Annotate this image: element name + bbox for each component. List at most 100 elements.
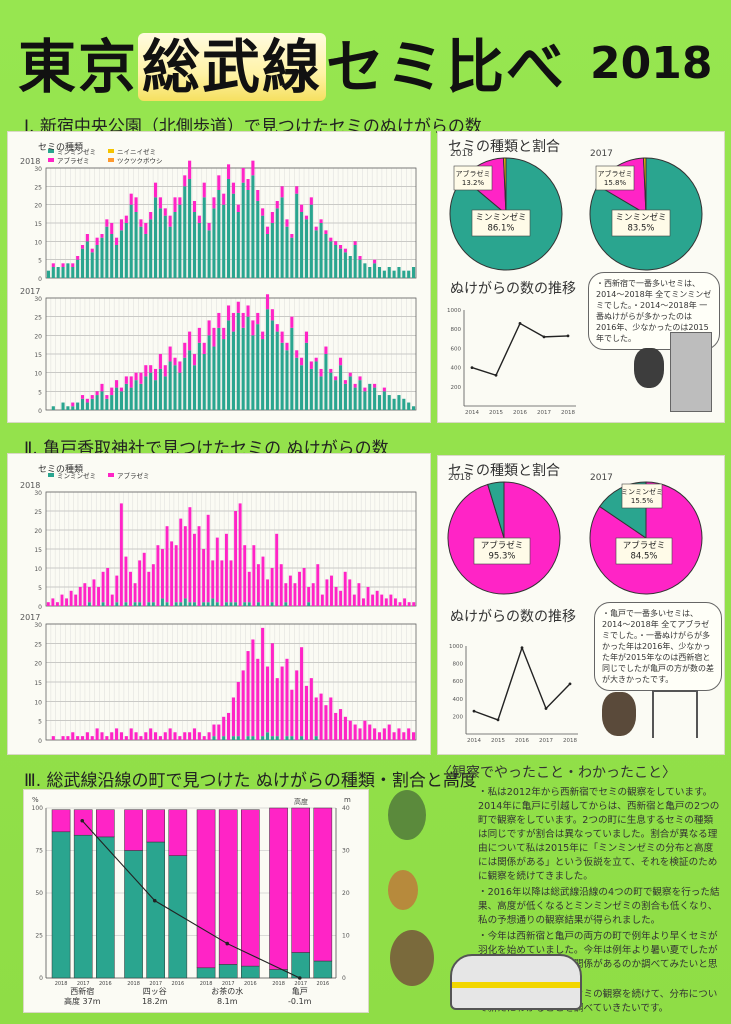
bar-kameido-2017-0-55 <box>314 736 318 740</box>
bar-shinjuku-2018-0-30 <box>192 212 197 278</box>
bar-shinjuku-2017-1-24 <box>163 365 167 377</box>
bar-kameido-2018-1-76 <box>393 598 397 606</box>
bar-shinjuku-2018-1-11 <box>100 234 104 238</box>
bar-kameido-2017-1-71 <box>392 732 396 740</box>
bar-kameido-2018-1-80 <box>412 602 416 606</box>
bar-shinjuku-2017-0-28 <box>183 357 187 410</box>
pie-label-name-shinjuku-pie-2017-1: アブラゼミ <box>598 169 633 178</box>
alt-bar-minmin-2-0 <box>196 967 216 979</box>
bar-shinjuku-2017-0-21 <box>149 372 153 410</box>
bar-shinjuku-2017-1-7 <box>80 395 85 399</box>
bar-shinjuku-2018-1-57 <box>324 230 328 234</box>
bar-kameido-2018-1-52 <box>284 583 288 603</box>
bar-shinjuku-2018-1-46 <box>270 212 274 223</box>
bar-shinjuku-2018-1-35 <box>217 175 221 190</box>
bar-kameido-2017-1-24 <box>163 732 167 740</box>
bar-kameido-2017-0-50 <box>290 736 294 740</box>
kameido-side-charts: 2018アブラゼミ95.3%2017アブラゼミ84.5%ミンミンゼミ15.5%2… <box>447 473 703 744</box>
mascot-cicada-2 <box>388 870 418 910</box>
bar-shinjuku-2017-1-57 <box>324 346 328 354</box>
bar-shinjuku-2017-1-29 <box>188 331 192 351</box>
alt-bar-minmin-3-2 <box>313 960 333 979</box>
bar-shinjuku-2017-0-62 <box>348 376 352 410</box>
bar-shinjuku-2018-0-49 <box>285 226 289 278</box>
bar-kameido-2017-1-66 <box>368 724 372 740</box>
bar-kameido-2017-1-40 <box>241 670 245 740</box>
alt-bar-abura-3-1 <box>291 807 310 953</box>
bar-shinjuku-2017-0-34 <box>212 346 216 410</box>
bar-shinjuku-2017-1-30 <box>192 354 197 366</box>
bar-kameido-2017-0-36 <box>222 736 226 740</box>
altitude-point-3 <box>297 976 302 980</box>
alt-year-3-2: 2016 <box>316 981 329 987</box>
pie-label-name-kameido-pie-2018-0: アブラゼミ <box>481 540 524 551</box>
bar-kameido-2017-1-50 <box>290 689 294 737</box>
title-band: 東京総武線セミ比べ 2018 <box>0 8 731 108</box>
bar-shinjuku-2017-1-14 <box>115 380 119 388</box>
bar-shinjuku-2017-1-55 <box>314 357 318 362</box>
bar-kameido-2018-1-42 <box>238 503 242 606</box>
bar-kameido-2018-1-21 <box>142 552 146 606</box>
bar-shinjuku-2018-0-39 <box>236 212 240 278</box>
bar-shinjuku-2017-0-26 <box>173 365 177 410</box>
bar-kameido-2017-1-68 <box>377 732 382 740</box>
legend-label-shinjuku-2018-1: ニイニイゼミ <box>117 147 156 156</box>
bar-kameido-2018-1-30 <box>183 526 187 599</box>
tick-label-kameido-2017-5: 5 <box>38 719 42 726</box>
bar-kameido-2017-1-51 <box>295 670 299 740</box>
bar-kameido-2018-1-59 <box>316 564 320 606</box>
bar-kameido-2017-1-26 <box>173 732 177 740</box>
bar-shinjuku-2017-1-12 <box>105 395 109 399</box>
bar-kameido-2017-0-42 <box>251 736 255 740</box>
bar-shinjuku-2017-1-32 <box>202 342 206 354</box>
bar-shinjuku-2018-1-51 <box>295 186 299 194</box>
bar-kameido-2017-1-23 <box>158 736 162 740</box>
trend-point-shinjuku-trend-4 <box>566 334 570 338</box>
bar-shinjuku-2018-1-20 <box>144 223 148 234</box>
alt-tick-25: 25 <box>35 933 43 940</box>
bar-kameido-2017-0-41 <box>246 736 250 740</box>
bar-shinjuku-2018-1-19 <box>139 219 143 227</box>
bar-shinjuku-2017-1-51 <box>295 350 299 358</box>
trend-point-shinjuku-trend-3 <box>542 335 546 339</box>
bar-kameido-2017-1-22 <box>153 732 158 740</box>
bar-shinjuku-2018-1-42 <box>251 160 255 176</box>
bar-kameido-2017-1-57 <box>324 705 328 740</box>
title-highlight: 総武線 <box>138 33 327 101</box>
bar-shinjuku-2018-1-14 <box>115 237 119 245</box>
bar-shinjuku-2017-1-44 <box>261 331 265 340</box>
tick-label-kameido-2018-0: 0 <box>38 604 42 611</box>
tick-label-kameido-2017-15: 15 <box>34 680 42 687</box>
bar-shinjuku-2017-1-67 <box>373 383 377 388</box>
bar-kameido-2018-0-9 <box>87 602 91 606</box>
trend-line-kameido-trend <box>473 645 571 721</box>
bar-shinjuku-2018-1-7 <box>80 245 85 249</box>
bar-kameido-2017-1-33 <box>207 732 211 740</box>
bar-shinjuku-2017-0-23 <box>158 368 162 410</box>
bar-shinjuku-2018-0-22 <box>153 197 158 278</box>
bar-shinjuku-2017-1-25 <box>168 346 172 362</box>
bar-kameido-2018-1-65 <box>343 571 347 606</box>
bar-kameido-2018-1-60 <box>320 594 324 606</box>
legend-swatch-shinjuku-2018-3 <box>108 158 114 162</box>
bar-kameido-2017-1-62 <box>348 720 352 740</box>
bar-kameido-2018-0-44 <box>247 602 251 606</box>
bar-shinjuku-2017-0-56 <box>319 376 323 410</box>
bar-kameido-2017-1-27 <box>178 736 182 740</box>
trend-line-shinjuku-trend <box>471 322 569 377</box>
bar-shinjuku-2017-1-36 <box>222 327 226 340</box>
legend-title-2: セミの種類 <box>38 465 84 475</box>
bar-kameido-2017-1-75 <box>412 732 416 740</box>
pie-label-value-kameido-pie-2017-1: 15.5% <box>631 497 654 505</box>
bar-shinjuku-2018-1-10 <box>95 237 99 245</box>
bar-shinjuku-2017-0-29 <box>188 350 192 410</box>
bar-shinjuku-2018-1-60 <box>338 245 343 249</box>
bar-shinjuku-2017-0-55 <box>314 361 318 410</box>
bar-shinjuku-2017-1-26 <box>173 357 177 366</box>
bar-shinjuku-2018-0-33 <box>207 230 211 278</box>
legend-swatch-shinjuku-2018-2 <box>48 158 54 162</box>
bar-kameido-2018-1-17 <box>124 556 128 603</box>
species-title-2: セミの種類と割合 <box>448 463 560 479</box>
